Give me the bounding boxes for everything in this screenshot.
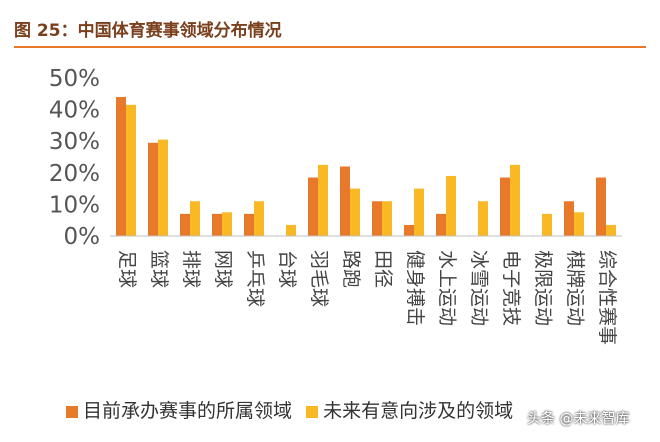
- bar-future: [318, 164, 328, 236]
- bar-future: [254, 201, 264, 236]
- bar-future: [382, 201, 392, 236]
- bar-current: [116, 96, 126, 237]
- bar-future: [606, 224, 616, 236]
- x-category-label: 乒乓球: [244, 250, 266, 307]
- title-divider: [14, 46, 646, 48]
- bar-future: [478, 201, 488, 236]
- x-category-label: 冰雪运动: [468, 250, 490, 326]
- y-tick-label: 50%: [49, 66, 100, 92]
- bar-current: [372, 201, 382, 236]
- x-category-label: 羽毛球: [308, 250, 330, 307]
- bar-future: [286, 224, 296, 236]
- x-category-label: 水上运动: [436, 250, 458, 326]
- bar-future: [446, 175, 456, 236]
- x-category-label: 篮球: [148, 250, 170, 288]
- x-category-label: 健身搏击: [404, 250, 426, 326]
- bar-current: [244, 213, 254, 236]
- x-category-label: 综合性赛事: [596, 250, 618, 345]
- x-category-label: 网球: [212, 250, 234, 288]
- x-category-label: 足球: [116, 250, 138, 288]
- y-tick-label: 0%: [64, 224, 101, 250]
- bar-current: [212, 213, 222, 236]
- legend-swatch-future: [306, 406, 319, 418]
- bar-current: [148, 142, 158, 236]
- bar-future: [222, 212, 232, 236]
- x-category-label: 棋牌运动: [564, 250, 586, 326]
- y-tick-label: 20%: [49, 161, 100, 187]
- bar-current: [404, 224, 414, 236]
- x-category-label: 电子竞技: [500, 250, 522, 326]
- bar-chart: 0% 10% 20% 30% 40% 50% 足球 篮球 排球 网球 乒乓球 台球 羽毛球 路跑 田径 健身搏…: [49, 66, 622, 345]
- watermark: 头条 @未来智库: [527, 411, 630, 427]
- bar-future: [542, 213, 552, 236]
- x-category-label: 极限运动: [532, 250, 554, 326]
- x-category-label: 排球: [180, 250, 202, 288]
- bar-current: [340, 166, 350, 236]
- x-category-label: 路跑: [340, 250, 362, 288]
- legend-swatch-current: [66, 406, 78, 418]
- bar-future: [350, 188, 360, 236]
- legend-label-current: 目前承办赛事的所属领域: [83, 400, 293, 422]
- bar-current: [596, 177, 606, 236]
- x-category-label: 田径: [372, 250, 394, 288]
- bar-current: [180, 213, 190, 236]
- bar-future: [414, 188, 424, 236]
- bar-future: [574, 212, 584, 236]
- y-tick-label: 30%: [49, 129, 100, 155]
- bar-current: [308, 177, 318, 236]
- legend-item-current: 目前承办赛事的所属领域: [66, 396, 292, 423]
- chart-title: 图 25：中国体育赛事领域分布情况: [14, 21, 282, 41]
- y-tick-label: 10%: [49, 192, 100, 218]
- bar-future: [126, 104, 136, 236]
- x-category-label: 台球: [276, 250, 298, 288]
- bar-future: [510, 164, 520, 236]
- legend-label-future: 未来有意向涉及的领域: [323, 400, 514, 422]
- chart-legend: 目前承办赛事的所属领域 未来有意向涉及的领域: [66, 396, 521, 423]
- bar-current: [436, 213, 446, 236]
- bar-current: [500, 177, 510, 236]
- bar-current: [564, 201, 574, 236]
- y-tick-label: 40%: [49, 98, 100, 124]
- bar-future: [190, 201, 200, 236]
- legend-item-future: 未来有意向涉及的领域: [306, 396, 513, 423]
- bar-future: [158, 139, 168, 236]
